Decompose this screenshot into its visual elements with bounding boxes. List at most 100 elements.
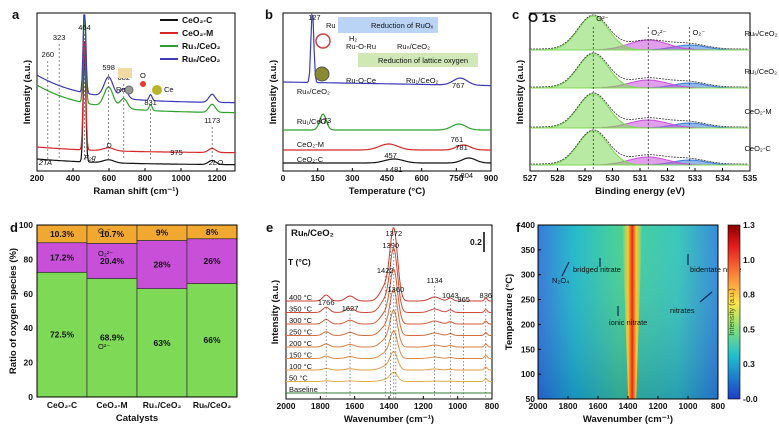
y-axis-label: Ratio of oxygen species (%) [8, 248, 19, 374]
spectrum-line [286, 330, 492, 359]
peak-label: 127 [308, 13, 321, 22]
panel-label: d [10, 220, 18, 235]
inset-ruoce: Ru-O-Ce [346, 76, 376, 85]
panel-label: a [12, 7, 20, 22]
bar-data-label: 68.9% [100, 333, 125, 343]
bar-segment [186, 238, 238, 284]
y-tick-label: 80 [24, 254, 34, 264]
series-line-1 [283, 113, 491, 131]
x-tick-label: 1400 [619, 401, 638, 411]
y-axis-label: Intensity (a.u.) [515, 60, 526, 124]
inset-s2: Ru₁/CeO₂ [406, 76, 439, 85]
series-label: CeO₂-C [297, 155, 324, 164]
inset-h2: H₂ [349, 34, 357, 43]
scale-bar-label: 0.2 [470, 237, 482, 247]
x-tick-label: 400 [66, 173, 80, 183]
x-tick-label: 2000 [529, 401, 548, 411]
y-tick-label: 0 [28, 392, 33, 402]
temperature-label: 350 °C [289, 305, 313, 314]
x-tick-label: 0 [281, 173, 286, 183]
component-label: O²⁻ [596, 14, 608, 23]
peak-label: 260 [42, 50, 55, 59]
ru-atom [124, 85, 134, 95]
inset-text: Reduction of lattice oxygen [378, 56, 468, 65]
peak-label: 1766 [318, 298, 335, 307]
temperature-label: Baseline [289, 385, 318, 394]
x-tick-label: 1200 [208, 173, 227, 183]
peak-label: 464 [78, 23, 91, 32]
bar-data-label: 28% [153, 260, 170, 270]
component-o2minus2 [530, 130, 750, 166]
peak-label: 975 [170, 148, 183, 157]
x-tick-label: 1800 [559, 401, 578, 411]
x-axis-label: Wavenumber (cm⁻¹) [344, 414, 434, 425]
x-axis-label: Raman shift (cm⁻¹) [93, 186, 178, 197]
y-tick-label: 20 [24, 358, 34, 368]
y-tick-label: 60 [24, 289, 34, 299]
peak-label: 1173 [204, 116, 220, 125]
panel-label: c [512, 7, 519, 22]
inset-s1: Ruₙ/CeO₂ [397, 42, 430, 51]
y-axis-label: Intensity (a.u.) [270, 280, 281, 344]
mode-label: 2TA [38, 158, 52, 167]
y-tick-label: 40 [24, 323, 34, 333]
peak-label: 1372 [385, 229, 402, 238]
x-tick-label: 800 [138, 173, 152, 183]
mode-label: D [106, 141, 112, 150]
peak-label: 481 [390, 165, 403, 174]
series-line-2 [36, 14, 235, 114]
series-label: O²⁻ [98, 342, 110, 351]
fit-envelope [530, 14, 748, 50]
component-o2minus2 [530, 53, 750, 89]
x-tick-label: 1000 [448, 401, 467, 411]
peak-label: 1134 [427, 276, 443, 285]
colorbar-tick-label: 0.5 [743, 324, 755, 334]
x-tick-label: 1000 [679, 401, 698, 411]
bar-segment [86, 278, 138, 398]
panel-title: O 1s [528, 10, 556, 25]
bar-segment [36, 271, 88, 398]
panel-label: f [516, 220, 521, 235]
x-tick-label: 2000 [277, 401, 296, 411]
temperature-label: 200 °C [289, 339, 313, 348]
component-o2minus2 [530, 93, 750, 129]
bar-segment [86, 243, 138, 279]
x-axis-label: Wavenumber (cm⁻¹) [583, 414, 673, 425]
peak-label: 323 [53, 33, 66, 42]
ce-atom [152, 85, 162, 95]
x-axis-label: Catalysts [116, 413, 158, 424]
inset-ce-label: Ce [164, 85, 174, 94]
x-tick-label: 600 [415, 173, 429, 183]
spectrum-line [286, 247, 492, 313]
x-tick-label: 300 [345, 173, 359, 183]
peak-label: 1360 [388, 285, 405, 294]
mode-label: 2LO [208, 158, 223, 167]
ru-cluster [315, 33, 331, 49]
x-tick-label: 533 [688, 173, 702, 183]
peak-label: 965 [457, 295, 470, 304]
sample-label: CeO₂-C [745, 144, 772, 153]
series-label: O₂⁻ [98, 227, 111, 236]
component-label: O₂⁻ [693, 28, 706, 37]
y-tick-label: 400 [521, 220, 535, 230]
bar-data-label: 10.3% [50, 229, 75, 239]
peak-label: 781 [455, 143, 468, 152]
temperature-label: 250 °C [289, 328, 313, 337]
legend-entry: CeO₂-C [182, 15, 212, 25]
x-tick-label: 150 [311, 173, 325, 183]
legend-entry: Ruₙ/CeO₂ [182, 54, 221, 64]
bar-segment [186, 283, 238, 398]
y-tick-label: 300 [521, 270, 535, 280]
inset-bg [118, 68, 132, 78]
annotation-arrow [699, 291, 713, 303]
peak-label: 1422 [377, 266, 394, 275]
series-line-0 [283, 13, 491, 87]
x-tick-label: 800 [485, 401, 499, 411]
series-line-2 [283, 143, 491, 151]
x-tick-label: CeO₂-M [96, 400, 127, 410]
series-label: O₂²⁻ [98, 249, 113, 258]
x-tick-label: 1200 [414, 401, 433, 411]
x-tick-label: 1600 [345, 401, 364, 411]
x-tick-label: Ru₁/CeO₂ [143, 400, 182, 410]
spectrum-line [286, 351, 492, 371]
